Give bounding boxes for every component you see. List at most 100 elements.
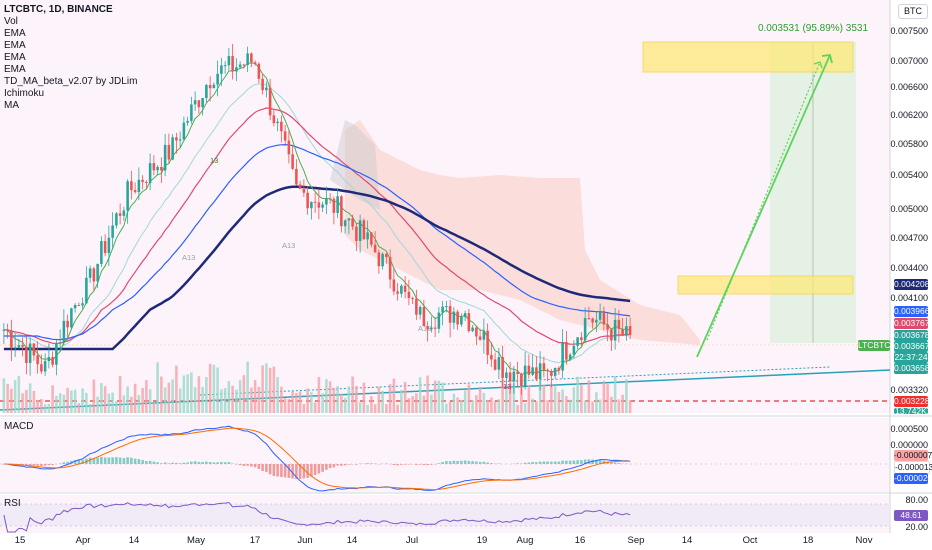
volume-bar: [208, 363, 212, 413]
candle-body: [171, 137, 174, 160]
volume-bar: [126, 386, 129, 413]
volume-bar: [370, 396, 373, 413]
candle-body: [437, 312, 441, 329]
candle-body: [546, 369, 549, 371]
macd-hist-bar: [407, 464, 411, 465]
indicator-td-ma[interactable]: TD_MA_beta_v2.07 by JDLim: [4, 76, 138, 87]
volume-bar: [580, 385, 583, 413]
volume-bar: [283, 398, 287, 413]
symbol-title[interactable]: LTCBTC, 1D, BINANCE: [4, 4, 113, 15]
indicator-ema[interactable]: EMA: [4, 40, 26, 51]
volume-bar: [231, 385, 234, 413]
volume-bar: [576, 376, 579, 413]
macd-hist-bar: [156, 462, 159, 464]
candle-body: [430, 327, 433, 330]
volume-bar: [238, 380, 242, 413]
candle-body: [411, 298, 414, 300]
volume-bar: [613, 375, 617, 413]
candle-body: [287, 140, 291, 155]
candle-body: [47, 356, 51, 362]
rsi-label[interactable]: RSI: [4, 498, 21, 509]
candlesticks: [2, 43, 632, 395]
volume-bar: [137, 394, 141, 413]
candle-body: [265, 87, 268, 91]
volume-bar: [392, 378, 396, 413]
candle-body: [130, 181, 133, 191]
candle-body: [460, 316, 463, 325]
candle-body: [377, 252, 381, 267]
candle-body: [400, 285, 403, 294]
macd-hist-bar: [58, 463, 62, 464]
currency-badge[interactable]: BTC: [898, 4, 928, 19]
volume-bar: [433, 380, 437, 413]
candle-body: [381, 253, 384, 267]
volume-bar: [13, 380, 17, 413]
macd-hist-bar: [208, 462, 212, 464]
volume-bar: [531, 398, 534, 413]
macd-hist-bar: [265, 464, 268, 472]
volume-bar: [418, 377, 422, 413]
date-label: Sep: [627, 535, 645, 546]
macd-hist-bar: [565, 460, 568, 464]
candle-body: [591, 318, 594, 323]
volume-bar: [411, 396, 414, 413]
price-tick: 0.004100: [890, 293, 928, 303]
indicator-vol[interactable]: Vol: [4, 16, 18, 27]
macd-hist-bar: [306, 464, 309, 478]
macd-hist-bar: [325, 464, 328, 470]
macd-hist-bar: [103, 457, 107, 464]
candle-body: [527, 365, 531, 375]
macd-hist-bar: [115, 457, 118, 464]
macd-label[interactable]: MACD: [4, 421, 34, 432]
volume-bar: [171, 379, 174, 413]
rsi-band: [0, 504, 890, 526]
indicator-ma[interactable]: MA: [4, 100, 19, 111]
macd-pane-bg: [0, 418, 890, 492]
candle-body: [490, 354, 493, 360]
volume-bar: [152, 402, 156, 413]
indicator-ema[interactable]: EMA: [4, 64, 26, 75]
volume-bar: [298, 391, 302, 413]
macd-hist-bar: [576, 460, 579, 464]
volume-bar: [51, 385, 54, 413]
candle-body: [160, 166, 163, 171]
macd-hist-bar: [430, 464, 433, 465]
candle-body: [512, 371, 516, 382]
volume-bar: [111, 392, 114, 413]
candle-body: [235, 67, 238, 72]
macd-hist-bar: [568, 460, 572, 464]
macd-hist-bar: [40, 464, 43, 466]
projection-arrowhead: [813, 61, 823, 69]
candle-body: [606, 324, 609, 330]
candle-body: [175, 137, 178, 141]
volume-bar: [445, 403, 448, 413]
volume-bar: [28, 383, 32, 413]
candle-body: [190, 104, 193, 121]
volume-bar: [482, 392, 486, 413]
candle-body: [535, 367, 538, 380]
ichimoku-cloud-grey: [330, 120, 380, 210]
volume-bar: [583, 400, 587, 413]
macd-hist-bar: [32, 464, 36, 466]
volume-bar: [561, 389, 564, 413]
macd-hist-bar: [272, 464, 276, 476]
indicator-ema[interactable]: EMA: [4, 52, 26, 63]
volume-bars: [2, 361, 632, 413]
macd-hist-bar: [201, 462, 204, 464]
macd-hist-bar: [126, 457, 129, 464]
volume-bar: [77, 403, 81, 413]
volume-bar: [6, 383, 9, 413]
volume-bar: [508, 383, 512, 413]
indicator-ichimoku[interactable]: Ichimoku: [4, 88, 45, 99]
indicator-ema[interactable]: EMA: [4, 28, 26, 39]
macd-hist-bar: [580, 460, 583, 464]
macd-hist-bar: [100, 457, 103, 464]
macd-hist-bar: [287, 464, 291, 478]
date-label: 14: [681, 535, 693, 546]
volume-bar: [310, 392, 313, 413]
candle-body: [276, 121, 279, 124]
candle-body: [347, 218, 351, 221]
ema200-price-tag: 0.004208: [894, 279, 930, 290]
candle-body: [610, 329, 613, 341]
